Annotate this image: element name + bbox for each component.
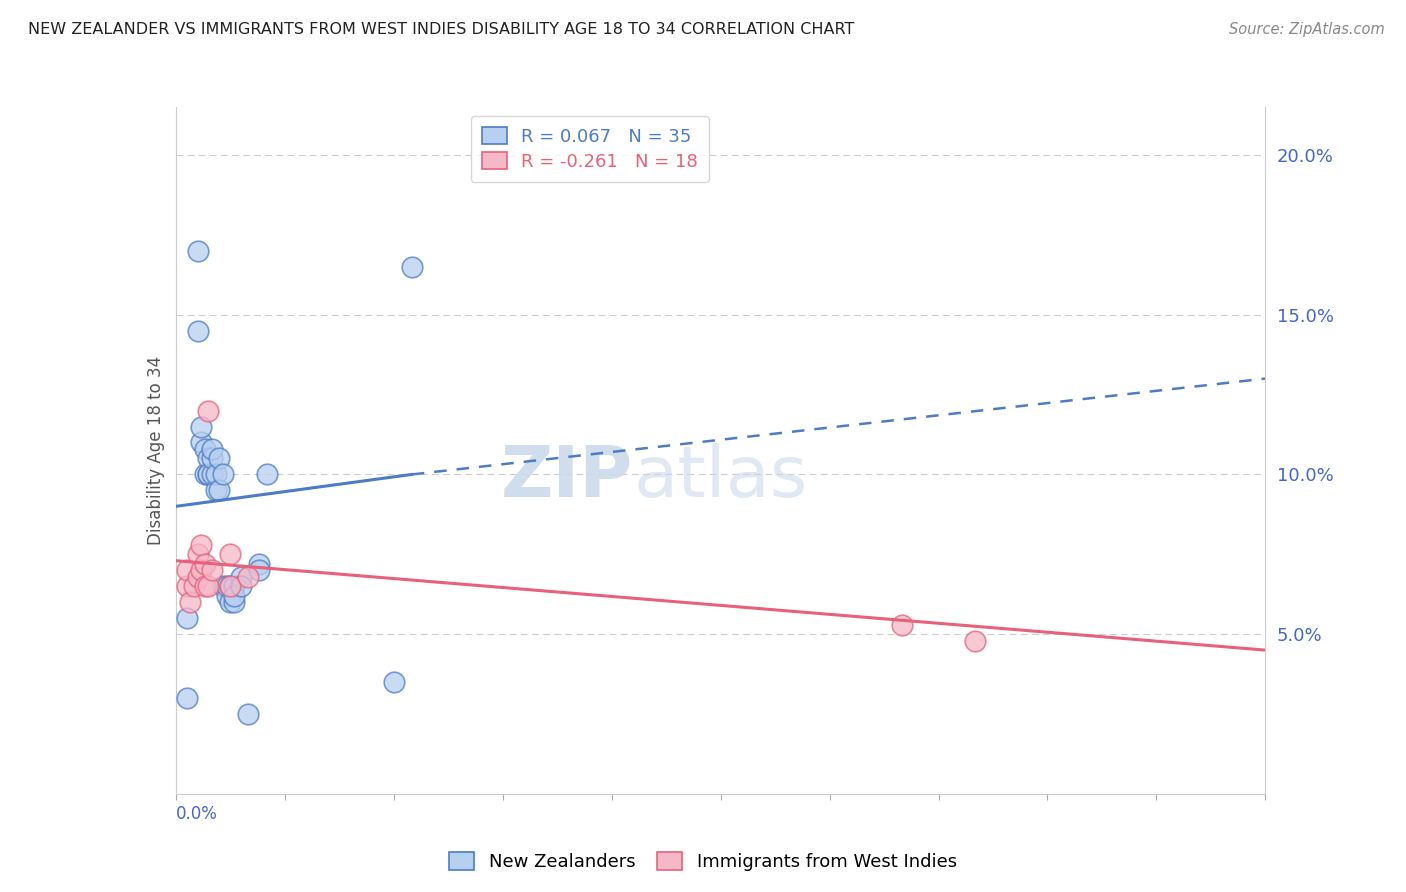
Point — [208, 483, 231, 498]
Point — [215, 589, 238, 603]
Point — [197, 467, 219, 482]
Point — [176, 563, 198, 577]
Point — [256, 467, 278, 482]
Point — [219, 579, 242, 593]
Y-axis label: Disability Age 18 to 34: Disability Age 18 to 34 — [146, 356, 165, 545]
Point — [186, 547, 209, 561]
Point — [186, 324, 209, 338]
Legend: R = 0.067   N = 35, R = -0.261   N = 18: R = 0.067 N = 35, R = -0.261 N = 18 — [471, 116, 709, 182]
Point — [212, 467, 235, 482]
Text: 0.0%: 0.0% — [176, 805, 218, 822]
Point — [176, 579, 198, 593]
Point — [201, 467, 224, 482]
Point — [201, 442, 224, 456]
Point — [197, 467, 219, 482]
Point — [222, 589, 245, 603]
Point — [194, 579, 217, 593]
Point — [231, 569, 253, 583]
Point — [197, 579, 219, 593]
Point — [247, 563, 270, 577]
Point — [212, 579, 235, 593]
Point — [222, 579, 245, 593]
Point — [219, 547, 242, 561]
Point — [231, 579, 253, 593]
Text: atlas: atlas — [633, 443, 808, 512]
Point — [382, 675, 405, 690]
Point — [201, 451, 224, 466]
Point — [215, 579, 238, 593]
Point — [194, 442, 217, 456]
Point — [201, 563, 224, 577]
Point — [190, 538, 212, 552]
Point — [219, 579, 242, 593]
Point — [401, 260, 423, 274]
Point — [183, 579, 205, 593]
Point — [186, 569, 209, 583]
Point — [190, 563, 212, 577]
Point — [208, 451, 231, 466]
Legend: New Zealanders, Immigrants from West Indies: New Zealanders, Immigrants from West Ind… — [441, 846, 965, 879]
Point — [197, 403, 219, 417]
Point — [176, 611, 198, 625]
Point — [891, 617, 914, 632]
Text: NEW ZEALANDER VS IMMIGRANTS FROM WEST INDIES DISABILITY AGE 18 TO 34 CORRELATION: NEW ZEALANDER VS IMMIGRANTS FROM WEST IN… — [28, 22, 855, 37]
Point — [238, 569, 260, 583]
Point — [204, 467, 226, 482]
Point — [238, 706, 260, 721]
Point — [186, 244, 209, 258]
Point — [190, 419, 212, 434]
Text: ZIP: ZIP — [501, 443, 633, 512]
Point — [204, 483, 226, 498]
Point — [194, 557, 217, 571]
Point — [176, 691, 198, 706]
Text: Source: ZipAtlas.com: Source: ZipAtlas.com — [1229, 22, 1385, 37]
Point — [190, 435, 212, 450]
Point — [247, 557, 270, 571]
Point — [963, 633, 986, 648]
Point — [179, 595, 201, 609]
Point — [197, 451, 219, 466]
Point — [219, 595, 242, 609]
Point — [222, 595, 245, 609]
Point — [194, 467, 217, 482]
